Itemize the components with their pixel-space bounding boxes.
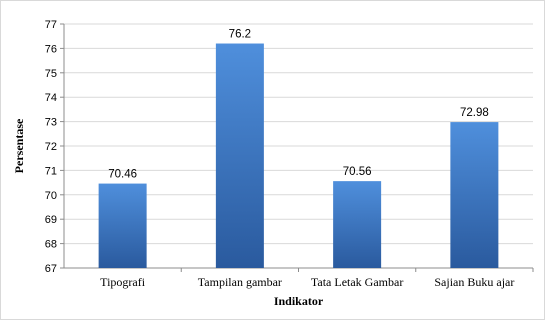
y-tick-label: 72 (45, 141, 57, 153)
bar (98, 183, 147, 268)
y-tick-label: 67 (45, 263, 57, 275)
x-tick-label: Tata Letak Gambar (311, 275, 403, 289)
data-label: 70.46 (108, 169, 137, 181)
y-tick-label: 68 (45, 239, 57, 251)
labels: 67 68 69 70 71 72 73 74 75 76 77 70.46 Tipografi 76.2… (45, 19, 515, 289)
y-tick-label: 76 (45, 43, 57, 55)
y-tick-label: 71 (45, 165, 57, 177)
bar (450, 122, 499, 268)
data-label: 76.2 (229, 29, 251, 41)
bar (215, 43, 264, 268)
y-axis-title: Persentase (12, 118, 26, 173)
x-tick-label: Tipografi (100, 275, 146, 289)
y-tick-label: 70 (45, 190, 57, 202)
bars (98, 43, 499, 268)
y-tick-label: 77 (45, 19, 57, 31)
x-tick-label: Tampilan gambar (198, 275, 282, 289)
y-tick-label: 75 (45, 68, 57, 80)
x-axis-title: Indikator (274, 294, 324, 308)
y-tick-label: 73 (45, 117, 57, 129)
data-label: 72.98 (460, 107, 489, 119)
y-tick-label: 74 (45, 92, 57, 104)
y-tick-label: 69 (45, 214, 57, 226)
x-tick-label: Sajian Buku ajar (434, 275, 514, 289)
bar (333, 181, 382, 268)
data-label: 70.56 (343, 166, 372, 178)
